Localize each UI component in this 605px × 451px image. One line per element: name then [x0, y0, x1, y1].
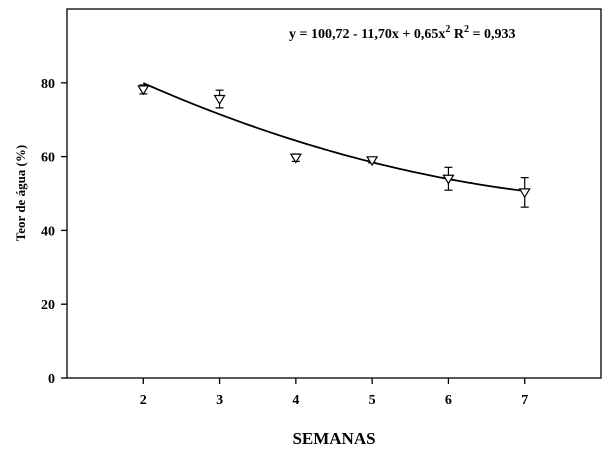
x-axis-label: SEMANAS: [292, 429, 375, 448]
equation-exponent: 2: [445, 24, 450, 35]
axis-ticks: 2 3 4 5 6 7 0 20 40 60 80: [41, 77, 528, 408]
x-tick-label: 6: [445, 393, 452, 408]
fit-curve-group: [142, 82, 525, 192]
data-point: [289, 153, 302, 164]
fit-equation: y = 100,72 - 11,70x + 0,65x2 R2 = 0,933: [289, 24, 515, 42]
data-point: [366, 156, 379, 167]
y-tick-label: 0: [48, 372, 55, 387]
y-axis-label: Teor de água (%): [13, 145, 28, 241]
data-point: [518, 188, 531, 199]
x-tick-label: 2: [140, 393, 147, 408]
x-tick-label: 7: [521, 393, 528, 408]
data-point: [213, 94, 226, 105]
y-tick-label: 60: [41, 151, 55, 166]
r2-label: R: [454, 27, 465, 42]
fit-curve: [142, 82, 525, 192]
x-tick-label: 3: [216, 393, 223, 408]
plot-frame: [66, 8, 602, 379]
data-point: [442, 174, 455, 185]
data-points: [137, 84, 531, 208]
y-tick-label: 80: [41, 77, 55, 92]
x-tick-label: 4: [292, 393, 299, 408]
x-tick-label: 5: [369, 393, 376, 408]
r2-exponent: 2: [464, 24, 469, 35]
y-tick-label: 20: [41, 298, 55, 313]
r2-value: = 0,933: [469, 27, 515, 42]
equation-main: y = 100,72 - 11,70x + 0,65x: [289, 27, 445, 42]
y-tick-label: 40: [41, 224, 55, 239]
data-point: [137, 85, 150, 96]
